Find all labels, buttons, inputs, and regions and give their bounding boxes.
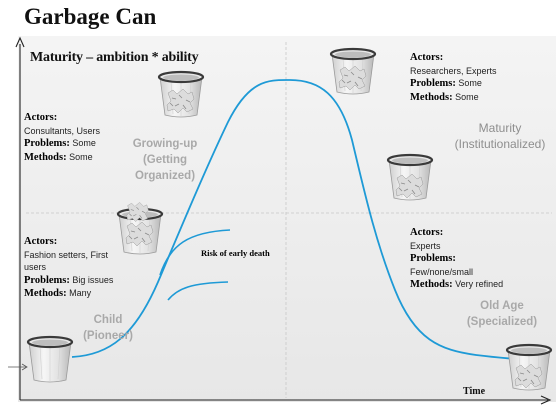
methods-label: Methods: [410, 91, 453, 103]
info-block-maturity: Actors: Researchers, Experts Problems: S… [410, 51, 530, 104]
methods-label: Methods: [24, 151, 67, 163]
stage-qualifier: (Institutionalized) [454, 137, 546, 151]
page-title: Garbage Can [24, 4, 157, 29]
actors-value: Experts [410, 240, 441, 251]
x-axis-label: Time [463, 386, 486, 397]
problems-value: Some [72, 138, 96, 149]
garbage-can-icon [26, 335, 74, 384]
problems-value: Few/none/small [410, 266, 474, 277]
subtitle: Maturity – ambition * ability [30, 50, 199, 65]
stage-qualifier: (Getting [142, 154, 188, 166]
methods-label: Methods: [410, 279, 453, 291]
lifecycle-curve [71, 79, 531, 361]
early-death-branch-2 [167, 281, 229, 301]
methods-value: Some [455, 91, 479, 102]
plot-area [18, 36, 556, 402]
problems-value: Some [458, 78, 482, 89]
entry-arrow-head [21, 363, 28, 371]
info-block-old-age: Actors: Experts Problems: Few/none/small… [410, 226, 530, 292]
info-block-child: Actors: Fashion setters, First users Pro… [24, 235, 120, 301]
early-death-branch-1 [159, 229, 231, 276]
garbage-can-icon [329, 47, 377, 96]
problems-label: Problems: [24, 138, 70, 150]
stage-name: Maturity [478, 121, 522, 135]
stage-name: Growing-up [132, 138, 198, 150]
stage-qualifier: (Pioneer) [83, 330, 133, 342]
actors-label: Actors: [24, 112, 58, 123]
early-death-note: Risk of early death [201, 248, 270, 258]
actors-value: Researchers, Experts [410, 65, 497, 76]
problems-label: Problems: [410, 253, 456, 265]
garbage-can-icon [505, 343, 553, 392]
garbage-can-icon [386, 153, 434, 202]
actors-value: Consultants, Users [24, 125, 101, 136]
stage-label-child: Child (Pioneer) [76, 312, 140, 344]
problems-label: Problems: [24, 274, 70, 286]
actors-value: Fashion setters, First users [24, 249, 109, 273]
problems-value: Big issues [72, 274, 114, 285]
stage-name: Old Age [480, 300, 524, 312]
methods-value: Very refined [455, 279, 504, 290]
x-axis-arrow [540, 395, 552, 405]
stage-qualifier: (Specialized) [466, 316, 538, 328]
methods-value: Some [69, 151, 93, 162]
methods-value: Many [69, 288, 92, 299]
stage-name: Child [93, 314, 123, 326]
garbage-can-icon [116, 202, 164, 256]
stage-label-old-age: Old Age (Specialized) [466, 298, 538, 330]
info-block-growing: Actors: Consultants, Users Problems: Som… [24, 111, 134, 164]
stage-qualifier: Organized) [134, 170, 196, 182]
actors-label: Actors: [24, 236, 58, 247]
actors-label: Actors: [410, 52, 444, 63]
y-axis-arrow [15, 36, 25, 48]
garbage-can-icon [157, 70, 205, 119]
actors-label: Actors: [410, 227, 444, 238]
stage-label-growing-up: Growing-up (Getting Organized) [120, 136, 210, 184]
methods-label: Methods: [24, 288, 67, 300]
problems-label: Problems: [410, 78, 456, 90]
stage-label-maturity: Maturity (Institutionalized) [448, 120, 552, 152]
